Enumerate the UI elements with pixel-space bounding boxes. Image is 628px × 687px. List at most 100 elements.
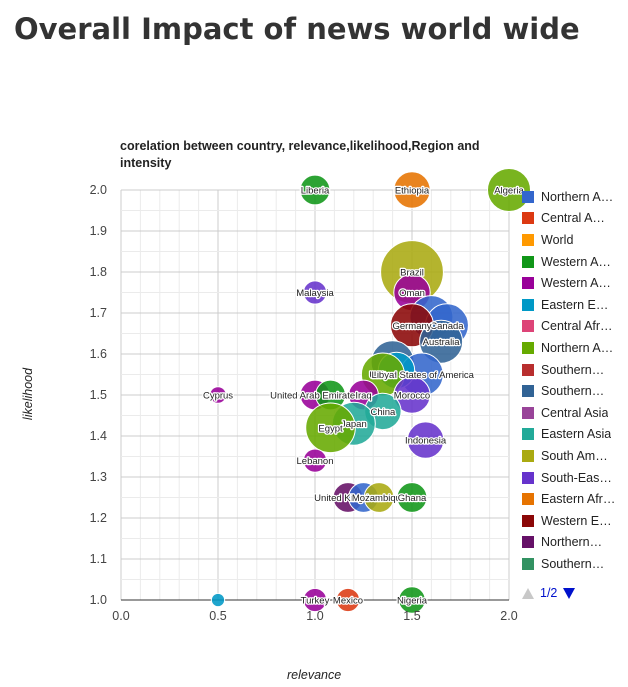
bubble-label: Algeria [494, 186, 524, 197]
legend-page-indicator: 1/2 [540, 586, 558, 600]
bubble-label: Mozambique [352, 493, 406, 504]
bubble-point [363, 482, 395, 513]
legend-swatch [522, 385, 534, 398]
legend-entry[interactable]: Northern A… [522, 337, 628, 359]
legend-swatch [522, 449, 534, 462]
bubble-label: China [370, 407, 396, 418]
legend: Northern A… Central A… World Western A… West… [522, 186, 628, 575]
legend-label: Southern… [541, 384, 605, 399]
legend-entry[interactable]: Southern… [522, 553, 628, 575]
bubble-label: Libya [372, 370, 395, 381]
bubble-point [299, 174, 331, 206]
bubble-label-halo: Canada [430, 321, 464, 332]
bubble-label-halo: Lebanon [297, 456, 334, 467]
legend-label: Western A… [541, 276, 611, 291]
bubble-label: Malaysia [296, 288, 334, 299]
bubble-point [305, 402, 356, 454]
bubble-point [419, 319, 464, 364]
y-tick-label: 1.4 [90, 429, 107, 443]
legend-swatch [522, 471, 534, 484]
bubble-label-halo: Mozambique [352, 493, 406, 504]
bubble-point [406, 421, 445, 459]
bubble-label-halo: Egypt [318, 423, 343, 434]
bubble-label-halo: Ethiopia [395, 186, 430, 197]
bubble-label: Turkey [301, 596, 330, 607]
legend-entry[interactable]: Eastern Afr… [522, 488, 628, 510]
legend-entry[interactable]: South Am… [522, 445, 628, 467]
legend-entry[interactable]: Northern… [522, 532, 628, 554]
bubble-label: United Kingdom [314, 493, 382, 504]
bubble-label-halo: Turkey [301, 596, 330, 607]
legend-next-page-icon[interactable] [563, 587, 576, 599]
legend-swatch [522, 428, 534, 441]
bubble-layer [209, 168, 531, 614]
legend-swatch [522, 341, 534, 354]
bubble-label: Nigeria [397, 596, 428, 607]
legend-entry[interactable]: Western A… [522, 272, 628, 294]
bubble-label: Ghana [398, 493, 427, 504]
legend-entry[interactable]: Central Asia [522, 402, 628, 424]
bubble-point [302, 280, 328, 305]
legend-entry[interactable]: World [522, 229, 628, 251]
bubble-point [302, 448, 328, 473]
y-tick-label: 1.3 [90, 470, 107, 484]
legend-swatch [522, 277, 534, 290]
y-axis-label: likelihood [21, 367, 35, 421]
legend-swatch [522, 557, 534, 570]
legend-swatch [522, 255, 534, 268]
bubble-point [398, 586, 426, 614]
bubble-label: Mexico [333, 596, 363, 607]
bubble-point [393, 376, 431, 414]
bubble-label-halo: Morocco [394, 391, 430, 402]
bubble-label: Cyprus [203, 391, 233, 402]
legend-entry[interactable]: Western A… [522, 251, 628, 273]
legend-swatch [522, 212, 534, 225]
legend-entry[interactable]: Northern A… [522, 186, 628, 208]
legend-label: Northern A… [541, 189, 614, 204]
bubble-label-halo: Liberia [301, 186, 330, 197]
bubble-label: Indonesia [405, 436, 447, 447]
page-title: Overall Impact of news world wide [14, 12, 580, 46]
legend-entry[interactable]: Southern… [522, 380, 628, 402]
legend-entry[interactable]: Southern… [522, 359, 628, 381]
legend-label: Southern… [541, 362, 605, 377]
legend-entry[interactable]: Eastern E… [522, 294, 628, 316]
bubble-label: Australia [423, 337, 461, 348]
legend-prev-page-icon[interactable] [522, 587, 534, 599]
bubble-label: Japan [341, 419, 367, 430]
bubble-label: United Arab Emirates [270, 391, 360, 402]
bubble-label: United States of America [369, 370, 474, 381]
legend-swatch [522, 233, 534, 246]
bubble-label-halo: Australia [423, 337, 461, 348]
legend-entry[interactable]: Eastern Asia [522, 424, 628, 446]
legend-label: Eastern E… [541, 297, 609, 312]
legend-label: Eastern Afr… [541, 492, 616, 507]
bubble-point [487, 168, 531, 212]
bubble-point [302, 587, 328, 613]
bubble-point [335, 587, 361, 613]
bubble-label: Iraq [355, 391, 371, 402]
legend-entry[interactable]: Western E… [522, 510, 628, 532]
legend-entry[interactable]: Central A… [522, 208, 628, 230]
bubble-label-halo: Indonesia [405, 436, 447, 447]
y-tick-label: 1.1 [90, 552, 107, 566]
legend-entry[interactable]: Central Afr… [522, 316, 628, 338]
bubble-point [209, 386, 227, 404]
x-tick-label: 0.5 [209, 609, 226, 623]
bubble-label-halo: Ghana [398, 493, 427, 504]
legend-entry[interactable]: South-Eas… [522, 467, 628, 489]
legend-label: South-Eas… [541, 470, 612, 485]
bubble-label-halo: United States of America [369, 370, 474, 381]
legend-swatch [522, 514, 534, 527]
bubble-label: Oman [399, 288, 425, 299]
y-tick-label: 1.2 [90, 511, 107, 525]
legend-swatch [522, 298, 534, 311]
bubble-point [393, 171, 431, 209]
bubble-label: Brazil [400, 268, 424, 279]
legend-label: Southern… [541, 556, 605, 571]
x-tick-label: 2.0 [500, 609, 517, 623]
bubble-label: Ethiopia [395, 186, 430, 197]
y-tick-label: 2.0 [90, 183, 107, 197]
legend-label: Central A… [541, 211, 605, 226]
